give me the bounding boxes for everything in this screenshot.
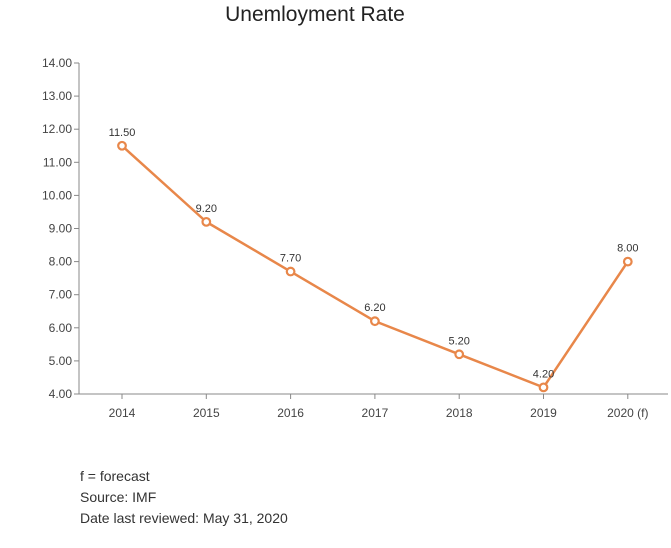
data-label: 8.00 [617,243,638,255]
data-label: 9.20 [196,203,217,215]
series-unemployment: 11.50 9.20 7.70 6.20 5.20 4.20 8.00 [109,127,639,393]
x-tick-label: 2014 [109,406,136,420]
x-tick-label: 2019 [530,406,557,420]
chart-notes: f = forecast Source: IMF Date last revie… [80,466,288,529]
data-label: 7.70 [280,253,301,265]
forecast-note: f = forecast [80,468,150,484]
y-tick-label: 11.00 [43,155,72,169]
y-tick-label: 8.00 [49,255,73,269]
data-point [201,216,212,227]
data-label: 11.50 [109,127,136,139]
reviewed-note: Date last reviewed: May 31, 2020 [80,510,288,526]
data-label: 5.20 [448,335,469,347]
series-line [121,144,629,389]
y-tick-label: 14.00 [42,56,72,70]
x-tick-label: 2017 [362,406,389,420]
y-tick-label: 12.00 [42,122,72,136]
chart-title: Unemloyment Rate [225,3,405,26]
source-note: Source: IMF [80,489,157,505]
x-tick-label: 2015 [193,406,220,420]
data-label: 4.20 [533,368,554,380]
x-axis: 2014 2015 2016 2017 2018 2019 2020 (f) [79,393,668,420]
data-point [117,140,127,151]
data-label: 6.20 [364,302,385,314]
data-point [454,349,465,360]
y-tick-label: 13.00 [42,89,72,103]
data-point [370,316,380,327]
y-tick-label: 7.00 [49,288,73,302]
y-tick-label: 10.00 [42,188,72,202]
line-chart: Unemloyment Rate 4.00 5.00 6.00 7.00 8.00 9.0… [42,3,668,420]
x-tick-label: 2016 [277,406,304,420]
y-tick-label: 4.00 [49,387,73,401]
y-axis: 4.00 5.00 6.00 7.00 8.00 9.00 10.00 11.00 12.00 1… [42,56,80,401]
x-tick-label: 2018 [446,406,473,420]
y-tick-label: 5.00 [49,354,73,368]
data-point [622,256,633,267]
x-tick-label: 2020 (f) [607,406,648,420]
data-point [538,382,549,393]
data-point [285,266,296,277]
y-tick-label: 6.00 [49,321,73,335]
y-tick-label: 9.00 [49,222,73,236]
